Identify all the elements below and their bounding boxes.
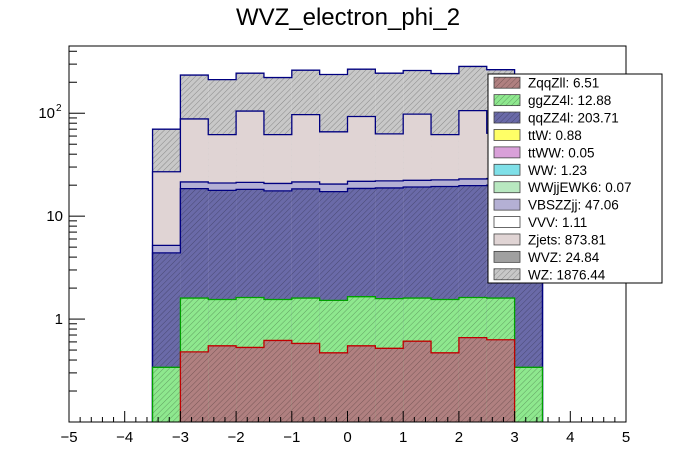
x-tick-label: −4	[116, 429, 133, 446]
x-tick-label: 1	[399, 429, 407, 446]
legend-label: ttW: 0.88	[528, 128, 582, 143]
bar-hatch	[403, 341, 432, 422]
step-line-qqzz4l	[151, 184, 544, 422]
legend-swatch	[493, 216, 521, 228]
x-tick-label: −5	[60, 429, 77, 446]
legend-swatch-hatch	[494, 77, 520, 89]
step-line-ggzz4l	[151, 296, 544, 422]
legend-label: ttWW: 0.05	[528, 145, 595, 160]
bar-hatch	[180, 351, 209, 422]
y-tick-label: 10	[38, 105, 55, 122]
legend-swatch	[493, 198, 521, 211]
legend-swatch	[493, 163, 521, 176]
step-line-vbszzjj	[151, 177, 544, 422]
legend-item: ttW: 0.88	[493, 128, 582, 143]
legend-label: WWjjEWK6: 0.07	[528, 180, 632, 195]
legend-item: qqZZ4l: 203.71	[493, 111, 619, 126]
legend-label: WVZ: 24.84	[528, 250, 600, 265]
legend-item: ZqqZll: 6.51	[493, 76, 599, 91]
x-tick-label: 3	[510, 429, 518, 446]
step-line-zqqzll	[179, 337, 516, 422]
bar-hatch	[347, 345, 376, 422]
chart-title: WVZ_electron_phi_2	[235, 4, 461, 31]
x-tick-label: 0	[343, 429, 351, 446]
legend-swatch	[493, 233, 521, 246]
legend-item: VVV: 1.11	[493, 215, 587, 230]
legend-label: VBSZZjj: 47.06	[528, 198, 619, 213]
y-tick-label: 1	[55, 311, 63, 328]
legend-label: WZ: 1876.44	[528, 267, 606, 282]
legend-swatch	[493, 250, 521, 263]
bar-hatch	[486, 339, 515, 422]
legend-swatch	[493, 181, 521, 194]
legend-item: ttWW: 0.05	[493, 145, 595, 160]
legend-label: VVV: 1.11	[528, 215, 587, 230]
bar-hatch	[319, 352, 348, 422]
series-zqqzll	[179, 337, 516, 422]
x-tick-label: −2	[228, 429, 245, 446]
x-tick-label: 4	[566, 429, 574, 446]
legend-box	[487, 73, 663, 284]
legend-swatch-hatch	[494, 268, 520, 280]
bar-hatch	[236, 347, 264, 422]
legend-label: WW: 1.23	[528, 163, 587, 178]
legend-label: ZqqZll: 6.51	[528, 76, 599, 91]
bar-hatch	[208, 345, 237, 422]
legend-swatch	[493, 146, 521, 159]
legend-label: Zjets: 873.81	[528, 232, 606, 247]
legend-item: VBSZZjj: 47.06	[493, 198, 619, 213]
legend-item: WW: 1.23	[493, 163, 587, 178]
legend-swatch	[493, 129, 521, 141]
legend-item: WVZ: 24.84	[493, 250, 600, 265]
legend-swatch-hatch	[494, 94, 520, 106]
x-tick-label: 2	[455, 429, 463, 446]
bar-hatch	[514, 367, 543, 422]
legend-item: WWjjEWK6: 0.07	[493, 180, 632, 195]
bar-hatch	[431, 352, 459, 422]
legend-item: Zjets: 873.81	[493, 232, 606, 247]
legend-swatch-hatch	[494, 112, 520, 124]
step-line-zjets	[151, 109, 544, 422]
legend-label: qqZZ4l: 203.71	[528, 111, 619, 126]
bar-hatch	[458, 337, 487, 422]
y-tick-exponent: 2	[56, 103, 62, 114]
x-tick-label: −3	[172, 429, 189, 446]
step-line-wz	[151, 65, 544, 422]
y-tick-label: 10	[46, 208, 63, 225]
legend-item: ggZZ4l: 12.88	[493, 93, 611, 108]
bar-hatch	[263, 340, 292, 422]
legend-label: ggZZ4l: 12.88	[528, 93, 611, 108]
bar-hatch	[152, 367, 181, 422]
bar-hatch	[291, 343, 320, 422]
legend-item: WZ: 1876.44	[493, 267, 606, 282]
x-tick-label: −1	[283, 429, 300, 446]
bar-hatch	[375, 348, 404, 422]
x-tick-label: 5	[622, 429, 630, 446]
